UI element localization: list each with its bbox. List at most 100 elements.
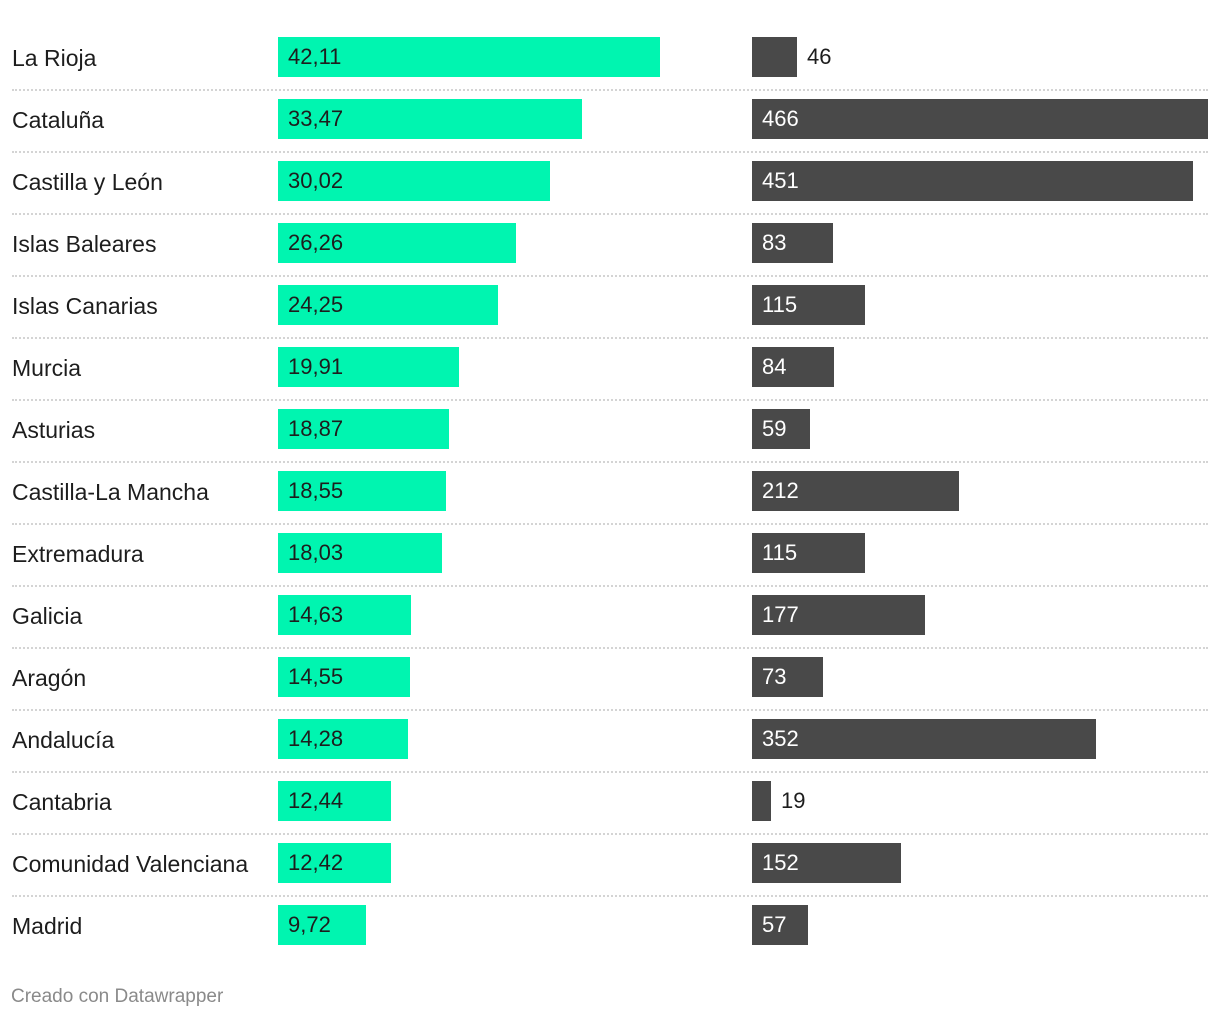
row-label: Cataluña: [12, 107, 105, 133]
table-row: Islas Baleares 26,26 83: [0, 213, 1220, 275]
bar-series-b: [752, 409, 810, 449]
row-divider: [12, 523, 1208, 525]
bar-series-b: [752, 781, 771, 821]
bar-series-b: [752, 99, 1208, 139]
value-label-b: 73: [762, 664, 787, 689]
bar-series-b: [752, 595, 925, 635]
bar-series-a: [278, 905, 366, 945]
bar-series-a: [278, 843, 391, 883]
value-label-a: 12,44: [288, 788, 344, 813]
table-row: Asturias 18,87 59: [0, 399, 1220, 461]
value-label-a: 18,55: [288, 478, 344, 503]
value-label-a: 42,11: [288, 44, 342, 69]
table-row: Castilla-La Mancha 18,55 212: [0, 461, 1220, 523]
value-label-b: 177: [762, 602, 799, 627]
value-label-b: 57: [762, 912, 787, 937]
row-divider: [12, 275, 1208, 277]
row-label: Castilla y León: [12, 169, 163, 195]
value-label-b: 83: [762, 230, 787, 255]
bar-series-b: [752, 161, 1193, 201]
table-row: Comunidad Valenciana 12,42 152: [0, 833, 1220, 895]
bar-series-a: [278, 285, 498, 325]
bar-series-a: [278, 37, 660, 77]
value-label-a: 30,02: [288, 168, 344, 193]
bar-series-b: [752, 471, 959, 511]
table-row: Galicia 14,63 177: [0, 585, 1220, 647]
value-label-b: 451: [762, 168, 799, 193]
value-label-a: 14,63: [288, 602, 344, 627]
bar-series-a: [278, 657, 410, 697]
value-label-b: 212: [762, 478, 799, 503]
bar-series-b: [752, 37, 797, 77]
table-row: La Rioja 42,11 46: [0, 27, 1220, 89]
bar-series-b: [752, 719, 1096, 759]
row-label: Asturias: [12, 417, 96, 443]
row-divider: [12, 213, 1208, 215]
table-row: Andalucía 14,28 352: [0, 709, 1220, 771]
bar-series-b: [752, 843, 901, 883]
bar-series-a: [278, 595, 411, 635]
bar-series-b: [752, 223, 833, 263]
bar-series-a: [278, 781, 391, 821]
row-divider: [12, 833, 1208, 835]
row-label: Galicia: [12, 603, 83, 629]
value-label-b: 115: [762, 540, 798, 565]
value-label-a: 18,87: [288, 416, 344, 441]
value-label-b: 46: [807, 44, 832, 69]
row-label: Murcia: [12, 355, 82, 381]
bar-series-a: [278, 99, 582, 139]
bar-series-b: [752, 347, 834, 387]
row-label: Comunidad Valenciana: [12, 851, 249, 877]
row-label: Aragón: [12, 665, 87, 691]
value-label-a: 12,42: [288, 850, 344, 875]
value-label-a: 33,47: [288, 106, 344, 131]
row-divider: [12, 399, 1208, 401]
row-label: La Rioja: [12, 45, 97, 71]
value-label-b: 84: [762, 354, 787, 379]
bar-series-a: [278, 409, 449, 449]
value-label-b: 115: [762, 292, 798, 317]
row-divider: [12, 709, 1208, 711]
table-row: Murcia 19,91 84: [0, 337, 1220, 399]
row-label: Cantabria: [12, 789, 112, 815]
table-row: Cataluña 33,47 466: [0, 89, 1220, 151]
value-label-a: 14,55: [288, 664, 344, 689]
row-divider: [12, 585, 1208, 587]
row-label: Castilla-La Mancha: [12, 479, 209, 505]
value-label-a: 18,03: [288, 540, 344, 565]
table-row: Islas Canarias 24,25 115: [0, 275, 1220, 337]
row-divider: [12, 151, 1208, 153]
bar-series-a: [278, 223, 516, 263]
value-label-a: 19,91: [288, 354, 344, 379]
row-divider: [12, 771, 1208, 773]
bar-series-b: [752, 285, 865, 325]
bar-series-a: [278, 719, 408, 759]
row-divider: [12, 337, 1208, 339]
value-label-b: 152: [762, 850, 799, 875]
value-label-b: 59: [762, 416, 787, 441]
row-label: Islas Canarias: [12, 293, 158, 319]
bar-series-a: [278, 471, 446, 511]
row-label: Madrid: [12, 913, 83, 939]
table-row: Aragón 14,55 73: [0, 647, 1220, 709]
value-label-b: 352: [762, 726, 799, 751]
credit-text: Creado con Datawrapper: [11, 986, 224, 1007]
table-row: Castilla y León 30,02 451: [0, 151, 1220, 213]
value-label-b: 19: [781, 788, 806, 813]
bar-series-a: [278, 347, 459, 387]
value-label-a: 24,25: [288, 292, 344, 317]
bar-series-b: [752, 905, 808, 945]
bar-series-b: [752, 533, 865, 573]
row-label: Andalucía: [12, 727, 115, 753]
chart-area: La Rioja 42,11 46 Cataluña 33,47 466 Castilla …: [0, 27, 1220, 945]
row-divider: [12, 89, 1208, 91]
row-label: Extremadura: [12, 541, 144, 567]
table-row: Extremadura 18,03 115: [0, 523, 1220, 585]
value-label-a: 9,72: [288, 912, 331, 937]
value-label-b: 466: [762, 106, 799, 131]
value-label-a: 26,26: [288, 230, 344, 255]
row-label: Islas Baleares: [12, 231, 157, 257]
row-divider: [12, 895, 1208, 897]
bar-series-a: [278, 161, 550, 201]
value-label-a: 14,28: [288, 726, 344, 751]
